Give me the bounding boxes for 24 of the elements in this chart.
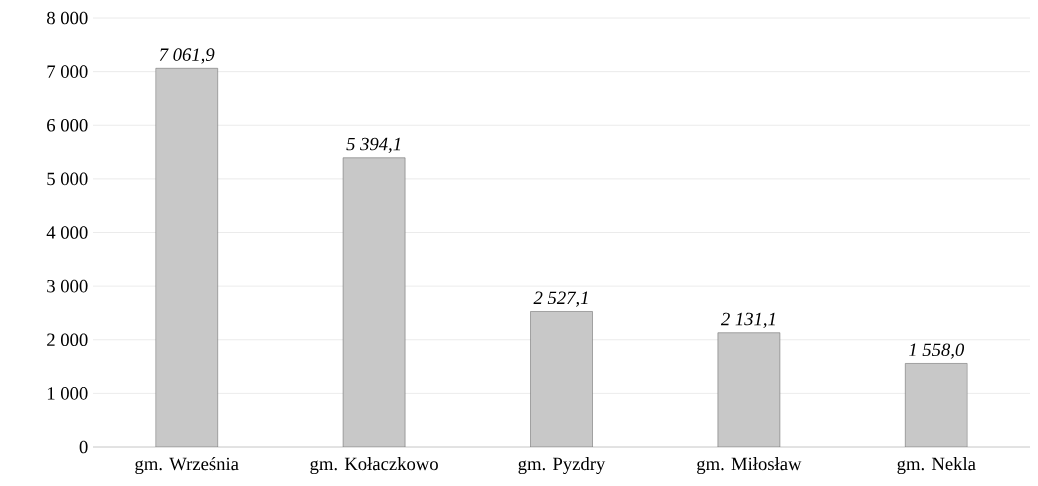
y-tick-label: 7 000 bbox=[47, 65, 88, 78]
bar bbox=[342, 157, 406, 447]
y-tick-label: 4 000 bbox=[46, 226, 88, 239]
bar bbox=[905, 363, 968, 447]
bar bbox=[155, 68, 218, 447]
x-tick-label: gm. Września bbox=[135, 457, 239, 475]
x-tick-label: gm. Kołaczkowo bbox=[310, 457, 438, 475]
y-tick-label: 0 bbox=[79, 440, 88, 454]
data-label: 2 131,1 bbox=[720, 312, 775, 329]
bar bbox=[717, 332, 781, 447]
y-tick-label: 2 000 bbox=[47, 333, 88, 347]
data-label: 7 061,9 bbox=[159, 48, 215, 64]
data-label: 1 558,0 bbox=[908, 343, 965, 359]
x-tick-label: gm. Pyzdry bbox=[518, 457, 606, 475]
bar bbox=[530, 311, 593, 447]
data-label: 2 527,1 bbox=[533, 291, 588, 307]
y-tick-label: 6 000 bbox=[47, 118, 88, 132]
x-tick-label: gm. Miłosław bbox=[697, 457, 802, 475]
y-tick-label: 3 000 bbox=[47, 279, 88, 293]
y-tick-label: 1 000 bbox=[47, 387, 88, 400]
y-tick-label: 5 000 bbox=[47, 172, 88, 186]
y-tick-label: 8 000 bbox=[47, 11, 88, 25]
data-label: 5 394,1 bbox=[346, 137, 401, 154]
x-tick-label: gm. Nekla bbox=[897, 457, 976, 475]
